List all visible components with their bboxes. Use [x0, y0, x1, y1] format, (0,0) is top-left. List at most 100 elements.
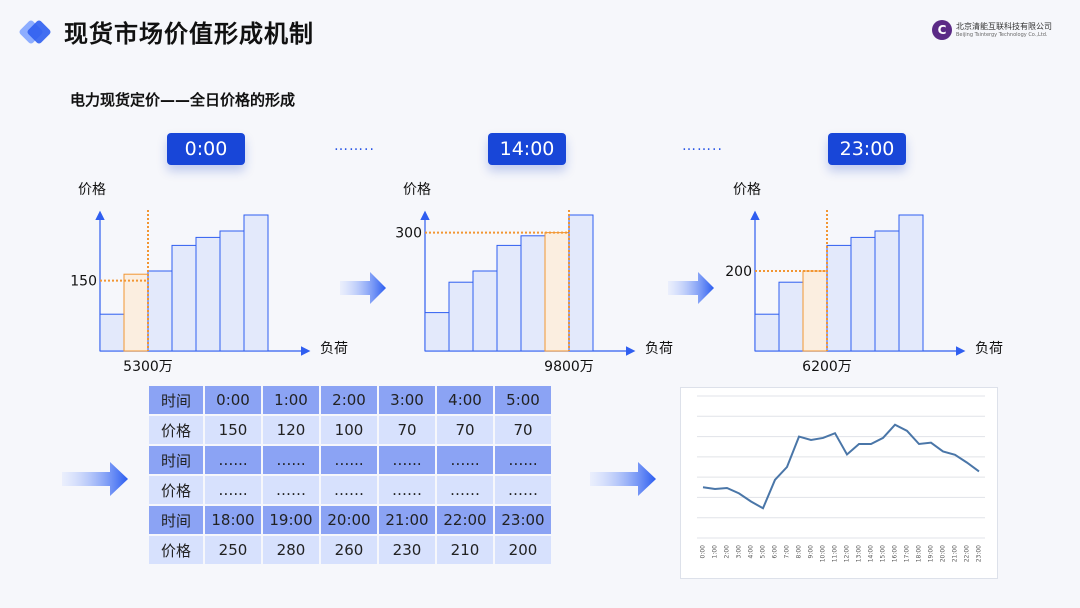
y-axis-label: 价格 [733, 182, 761, 198]
supply-bar [496, 244, 522, 352]
table-row: 价格 150 120 100 70 70 70 [149, 416, 551, 444]
table-cell: 4:00 [437, 386, 493, 414]
row-label: 价格 [149, 536, 203, 564]
supply-bar [147, 270, 173, 352]
table-cell: 100 [321, 416, 377, 444]
table-cell: …... [263, 446, 319, 474]
line-chart-svg: 0:00 1:00 2:00 3:00 4:00 5:00 6:00 7:00 8:00 9:00… [697, 395, 985, 562]
table-cell: …... [379, 446, 435, 474]
ellipsis-dots: …….. [682, 138, 723, 154]
table-cell: 260 [321, 536, 377, 564]
section-subtitle: 电力现货定价——全日价格的形成 [70, 91, 296, 109]
y-axis-label: 价格 [403, 182, 431, 198]
company-logo: C 北京清能互联科技有限公司 Beijing Tsintergy Technol… [932, 20, 1052, 40]
x-tick-label: 3:00 [736, 545, 743, 559]
marginal-bar [544, 232, 570, 352]
table-cell: 230 [379, 536, 435, 564]
x-axis-label: 负荷 [975, 341, 1003, 357]
x-tick-label: 18:00 [916, 545, 923, 562]
x-tick-label: 15:00 [880, 545, 887, 562]
company-name-cn: 北京清能互联科技有限公司 [956, 21, 1052, 31]
table-cell: 120 [263, 416, 319, 444]
supply-bar [520, 235, 546, 352]
x-tick-label: 12:00 [844, 545, 851, 562]
x-tick-label: 21:00 [952, 545, 959, 562]
table-cell: 150 [205, 416, 261, 444]
table-row: 时间 0:00 1:00 2:00 3:00 4:00 5:00 [149, 386, 551, 414]
supply-bar [472, 270, 498, 352]
table-cell: 23:00 [495, 506, 551, 534]
table-cell: 1:00 [263, 386, 319, 414]
table-cell: 3:00 [379, 386, 435, 414]
supply-bar [99, 313, 125, 352]
company-name-en: Beijing Tsintergy Technology Co.,Ltd. [956, 31, 1048, 38]
table-cell: 70 [495, 416, 551, 444]
table-cell: …... [321, 446, 377, 474]
supply-bar [195, 236, 221, 352]
supply-bar [826, 244, 852, 352]
clearing-load-label: 5300万 [123, 359, 173, 375]
x-tick-label: 7:00 [784, 545, 791, 559]
marginal-bar [802, 270, 828, 352]
x-tick-label: 8:00 [796, 545, 803, 559]
x-tick-label: 22:00 [964, 545, 971, 562]
x-tick-label: 2:00 [724, 545, 731, 559]
company-logo-icon: C [932, 20, 952, 40]
x-tick-label: 1:00 [712, 545, 719, 559]
x-tick-label: 23:00 [976, 545, 983, 562]
row-label: 价格 [149, 416, 203, 444]
table-cell: 2:00 [321, 386, 377, 414]
x-tick-label: 9:00 [808, 545, 815, 559]
table-cell: …... [205, 446, 261, 474]
y-axis-label: 价格 [78, 182, 106, 198]
x-tick-label: 19:00 [928, 545, 935, 562]
table-cell: 21:00 [379, 506, 435, 534]
time-badge-end: 23:00 [828, 133, 906, 165]
x-tick-label: 6:00 [772, 545, 779, 559]
x-tick-label: 10:00 [820, 545, 827, 562]
table-cell: …… [321, 476, 377, 504]
clearing-load-label: 9800万 [544, 359, 594, 375]
row-label: 时间 [149, 386, 203, 414]
table-cell: …... [205, 476, 261, 504]
clearing-price-label: 200 [725, 264, 752, 280]
table-cell: 250 [205, 536, 261, 564]
daily-price-line-chart: 0:00 1:00 2:00 3:00 4:00 5:00 6:00 7:00 8:00 9:00… [680, 387, 998, 579]
table-cell: …... [495, 446, 551, 474]
clearing-price-label: 150 [70, 274, 97, 290]
table-row: 时间 18:00 19:00 20:00 21:00 22:00 23:00 [149, 506, 551, 534]
time-badge-mid: 14:00 [488, 133, 566, 165]
row-label: 价格 [149, 476, 203, 504]
clearing-load-label: 6200万 [802, 359, 852, 375]
x-tick-label: 4:00 [748, 545, 755, 559]
hourly-price-table: 时间 0:00 1:00 2:00 3:00 4:00 5:00 价格 150 120 100 70 7… [147, 384, 553, 566]
supply-bar [219, 230, 245, 352]
table-cell: 22:00 [437, 506, 493, 534]
table-cell: 280 [263, 536, 319, 564]
table-row: 时间…...…...…...…...…...…... [149, 446, 551, 474]
supply-bar [424, 312, 450, 352]
table-cell: 0:00 [205, 386, 261, 414]
row-label: 时间 [149, 506, 203, 534]
supply-bar [171, 244, 197, 352]
x-axis-label: 负荷 [645, 341, 673, 357]
supply-bar [874, 230, 900, 352]
marginal-bar [123, 273, 149, 352]
table-cell: …… [495, 476, 551, 504]
table-cell: …… [263, 476, 319, 504]
time-badge-start: 0:00 [167, 133, 245, 165]
supply-bar [898, 214, 924, 352]
x-tick-label: 14:00 [868, 545, 875, 562]
title-bar: 现货市场价值形成机制 [18, 14, 314, 49]
right-arrow-icon [668, 272, 714, 304]
ellipsis-dots: …….. [334, 138, 375, 154]
table-cell: 70 [379, 416, 435, 444]
x-tick-label: 0:00 [700, 545, 707, 559]
table-cell: 20:00 [321, 506, 377, 534]
table-cell: 200 [495, 536, 551, 564]
table-cell: 210 [437, 536, 493, 564]
supply-bar [850, 236, 876, 352]
